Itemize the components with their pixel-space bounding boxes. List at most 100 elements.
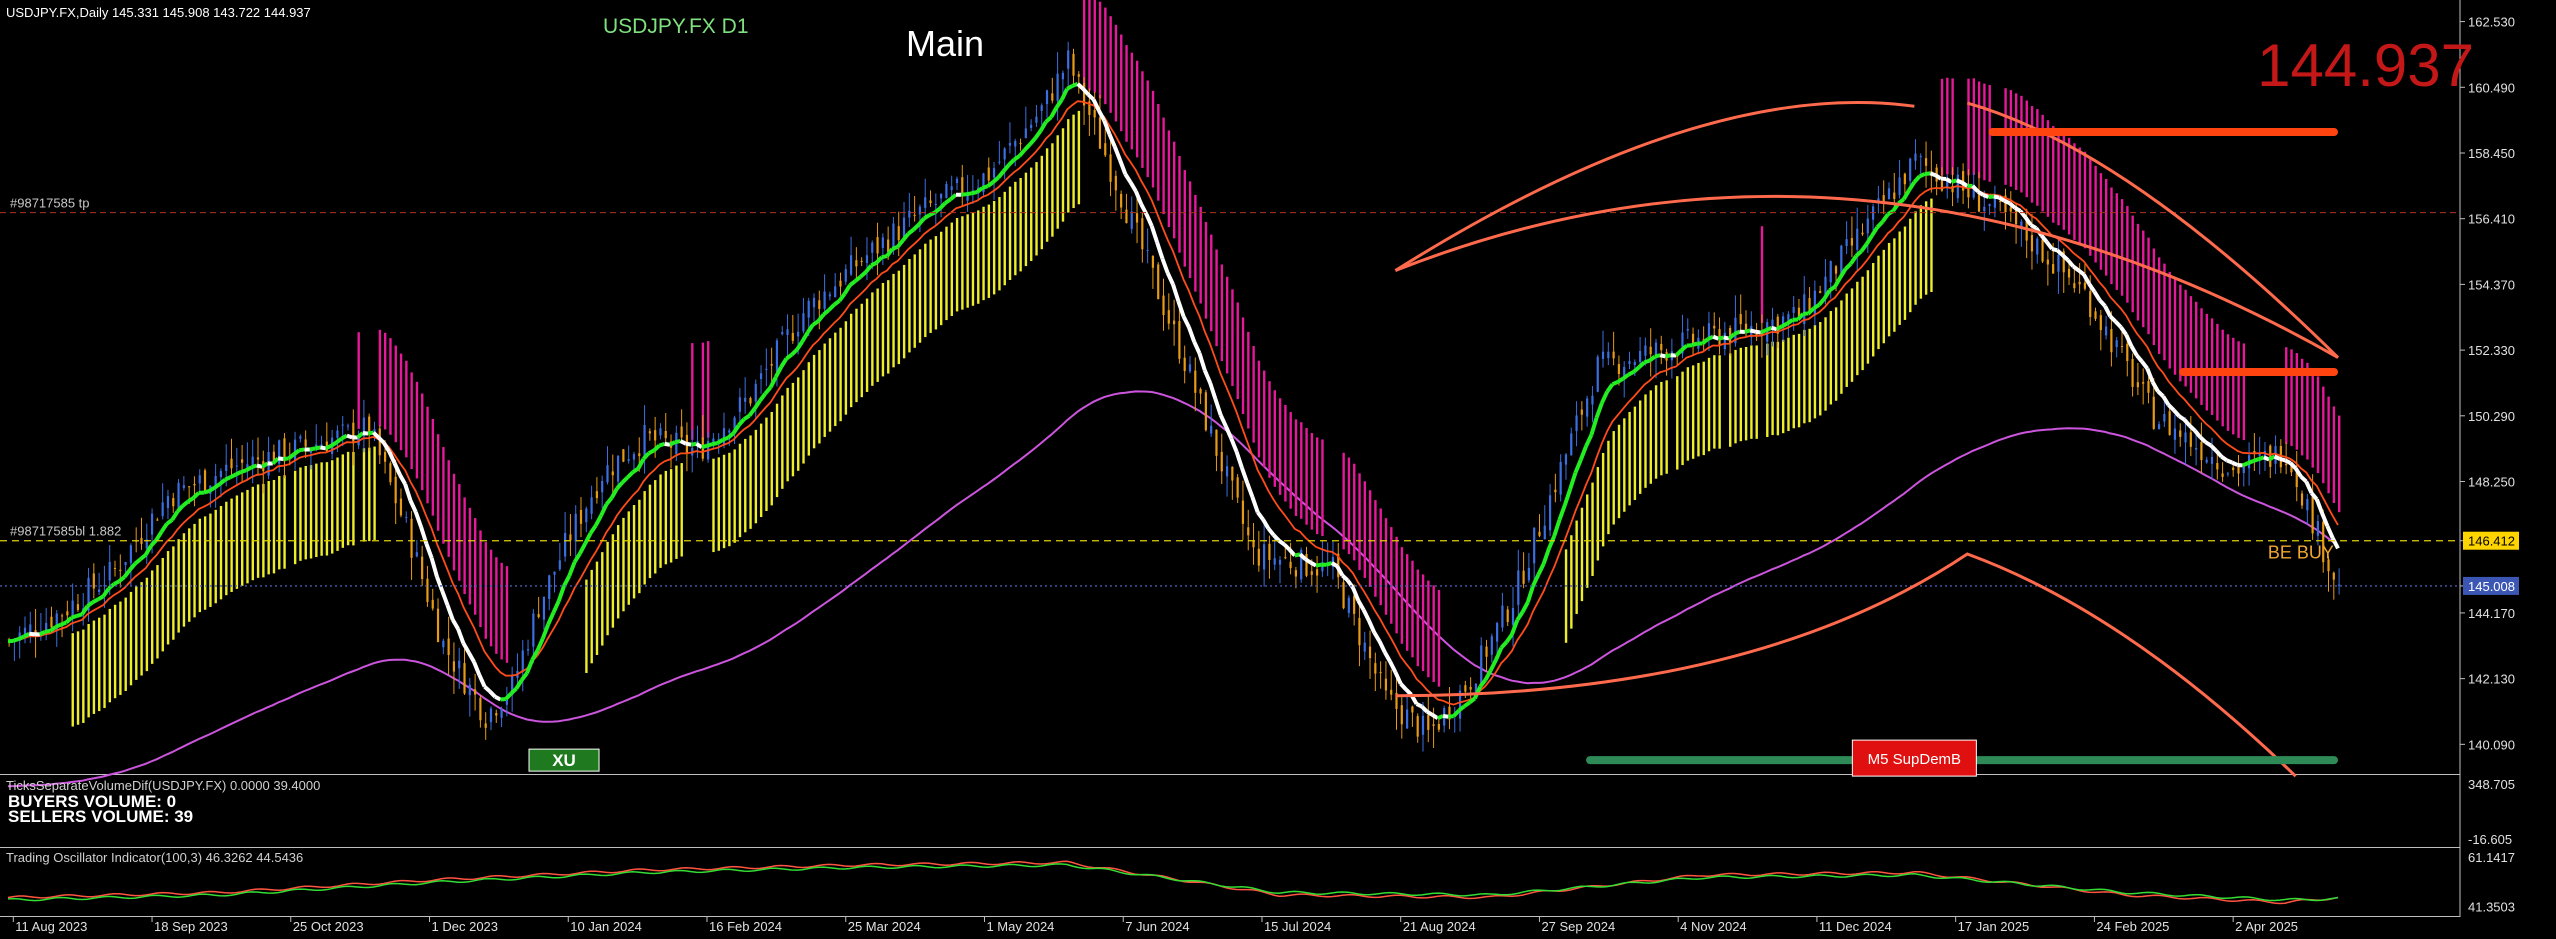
bear-candle[interactable] bbox=[188, 486, 191, 488]
bull-candle[interactable] bbox=[1278, 559, 1282, 565]
bull-candle[interactable] bbox=[1792, 307, 1795, 313]
bear-candle[interactable] bbox=[2327, 559, 2330, 572]
bull-candle[interactable] bbox=[1347, 597, 1350, 613]
bear-candle[interactable] bbox=[2046, 259, 2049, 265]
bear-candle[interactable] bbox=[2295, 472, 2298, 488]
bull-candle[interactable] bbox=[781, 332, 784, 335]
bear-candle[interactable] bbox=[1390, 689, 1393, 695]
main-price-panel[interactable]: #98717585 tp #98717585bl 1.882 XU M5 SupDem… bbox=[0, 0, 2460, 788]
bear-candle[interactable] bbox=[648, 431, 651, 434]
bear-candle[interactable] bbox=[1135, 213, 1139, 223]
bear-candle[interactable] bbox=[1395, 692, 1398, 710]
bear-candle[interactable] bbox=[1120, 193, 1123, 208]
bear-candle[interactable] bbox=[2189, 432, 2192, 447]
bear-candle[interactable] bbox=[1310, 571, 1313, 575]
bull-candle[interactable] bbox=[1067, 50, 1070, 69]
bull-candle[interactable] bbox=[1273, 558, 1276, 565]
bear-candle[interactable] bbox=[1882, 195, 1885, 203]
bull-candle[interactable] bbox=[2205, 459, 2208, 463]
bear-candle[interactable] bbox=[484, 723, 487, 728]
bear-candle[interactable] bbox=[913, 214, 916, 216]
bear-candle[interactable] bbox=[2332, 572, 2335, 580]
bull-candle[interactable] bbox=[1840, 245, 1843, 276]
bear-candle[interactable] bbox=[2126, 343, 2129, 361]
bear-candle[interactable] bbox=[839, 280, 842, 287]
bear-candle[interactable] bbox=[2285, 463, 2288, 466]
bull-candle[interactable] bbox=[553, 571, 556, 575]
bull-candle[interactable] bbox=[1787, 314, 1790, 322]
bear-candle[interactable] bbox=[2179, 430, 2182, 437]
bull-candle[interactable] bbox=[940, 193, 943, 199]
bear-candle[interactable] bbox=[304, 439, 307, 447]
bull-candle[interactable] bbox=[807, 300, 810, 318]
bear-candle[interactable] bbox=[1903, 173, 1906, 185]
bull-candle[interactable] bbox=[505, 697, 508, 705]
bull-candle[interactable] bbox=[1543, 525, 1546, 540]
bull-candle[interactable] bbox=[500, 708, 503, 718]
bull-candle[interactable] bbox=[2338, 584, 2341, 586]
bull-candle[interactable] bbox=[166, 496, 170, 509]
bear-candle[interactable] bbox=[2168, 411, 2171, 435]
bear-candle[interactable] bbox=[1940, 181, 1944, 191]
bull-candle[interactable] bbox=[744, 397, 747, 402]
bear-candle[interactable] bbox=[2073, 283, 2076, 289]
bear-candle[interactable] bbox=[2152, 396, 2155, 429]
bear-candle[interactable] bbox=[855, 260, 858, 267]
bull-candle[interactable] bbox=[1559, 461, 1562, 495]
bear-candle[interactable] bbox=[1967, 187, 1970, 198]
bull-candle[interactable] bbox=[1056, 73, 1059, 101]
bear-candle[interactable] bbox=[1215, 429, 1218, 456]
bull-candle[interactable] bbox=[1527, 567, 1530, 581]
bear-candle[interactable] bbox=[1379, 672, 1382, 674]
bull-candle[interactable] bbox=[1570, 433, 1573, 456]
bull-candle[interactable] bbox=[1824, 276, 1827, 297]
bull-candle[interactable] bbox=[145, 539, 148, 549]
bull-candle[interactable] bbox=[1533, 527, 1536, 564]
bull-candle[interactable] bbox=[643, 425, 646, 459]
bear-candle[interactable] bbox=[474, 689, 477, 695]
bear-candle[interactable] bbox=[1162, 295, 1165, 316]
bull-candle[interactable] bbox=[849, 255, 853, 275]
bear-candle[interactable] bbox=[410, 518, 413, 558]
bull-candle[interactable] bbox=[468, 684, 471, 696]
bull-candle[interactable] bbox=[29, 624, 32, 633]
bear-candle[interactable] bbox=[2030, 235, 2034, 252]
xu-marker[interactable] bbox=[528, 748, 600, 772]
bear-candle[interactable] bbox=[66, 611, 69, 616]
bear-candle[interactable] bbox=[378, 428, 381, 456]
bull-candle[interactable] bbox=[871, 242, 874, 253]
bear-candle[interactable] bbox=[2014, 205, 2018, 225]
bear-candle[interactable] bbox=[431, 599, 434, 609]
bull-candle[interactable] bbox=[574, 513, 577, 542]
bull-candle[interactable] bbox=[733, 417, 736, 431]
bear-candle[interactable] bbox=[447, 638, 450, 655]
bear-candle[interactable] bbox=[1819, 290, 1822, 294]
bear-candle[interactable] bbox=[2142, 382, 2145, 384]
bull-candle[interactable] bbox=[564, 532, 567, 557]
bull-candle[interactable] bbox=[55, 613, 58, 630]
bull-candle[interactable] bbox=[966, 192, 969, 201]
bear-candle[interactable] bbox=[2269, 445, 2272, 467]
bull-candle[interactable] bbox=[1601, 351, 1605, 359]
bull-candle[interactable] bbox=[129, 545, 132, 563]
bear-candle[interactable] bbox=[256, 457, 260, 460]
bear-candle[interactable] bbox=[389, 463, 392, 483]
bull-candle[interactable] bbox=[797, 331, 800, 337]
bull-candle[interactable] bbox=[802, 313, 805, 332]
bull-candle[interactable] bbox=[161, 502, 164, 517]
bull-candle[interactable] bbox=[373, 429, 376, 434]
bull-candle[interactable] bbox=[415, 552, 418, 557]
bear-candle[interactable] bbox=[1284, 557, 1287, 559]
bull-candle[interactable] bbox=[1856, 228, 1859, 250]
bull-candle[interactable] bbox=[2306, 498, 2309, 511]
bear-candle[interactable] bbox=[1485, 646, 1488, 657]
bear-candle[interactable] bbox=[654, 430, 657, 441]
bear-candle[interactable] bbox=[2062, 251, 2065, 273]
bear-candle[interactable] bbox=[399, 498, 403, 516]
bull-candle[interactable] bbox=[103, 585, 106, 587]
bull-candle[interactable] bbox=[1988, 204, 1991, 206]
bull-candle[interactable] bbox=[844, 269, 847, 282]
bear-candle[interactable] bbox=[1554, 489, 1557, 493]
bull-candle[interactable] bbox=[1866, 218, 1869, 234]
bear-candle[interactable] bbox=[1384, 678, 1388, 691]
